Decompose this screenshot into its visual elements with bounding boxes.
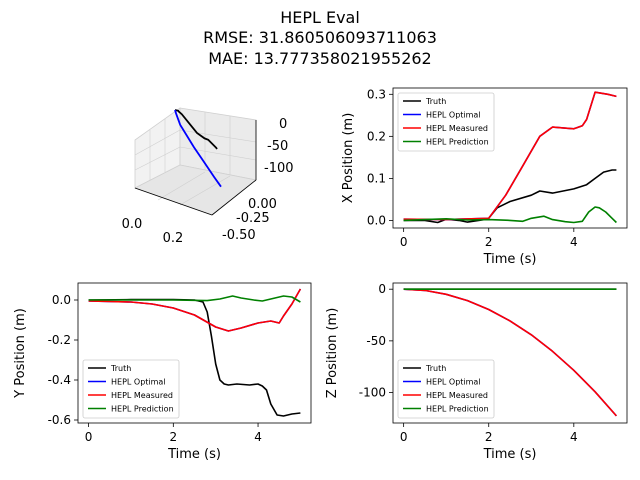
axes-frame-1 (392, 87, 628, 229)
subplot-2: 0 2 4 0.0 -0.2 -0.4 -0.6 Time (s) Y Position (m)… (13, 282, 312, 462)
x-axis-label-1: Time (s) (483, 252, 537, 267)
tick-label-3d-y1: -0.25 (236, 211, 270, 226)
legend-label-1-2: HEPL Measured (426, 124, 488, 133)
x-tick-label-1-2: 4 (570, 235, 578, 249)
y-tick-label-3-0: 0 (378, 282, 386, 296)
legend-box-3 (397, 359, 495, 419)
x-tick-label-2-0: 0 (85, 430, 93, 444)
tick-label-3d-y0: 0.00 (248, 197, 277, 212)
y-tick-label-1-3: 0.3 (367, 87, 386, 101)
x-tick-label-1-1: 2 (485, 235, 493, 249)
tick-label-3d-x1: 0.2 (163, 231, 184, 246)
legend-label-1-1: HEPL Optimal (426, 111, 481, 120)
x-axis-label-2: Time (s) (167, 447, 221, 462)
x-tick-label-2-1: 2 (169, 430, 177, 444)
y-tick-label-3-2: -100 (359, 386, 386, 400)
3d-series-line-1 (174, 109, 222, 188)
y-axis-label-1: X Position (m) (341, 113, 356, 204)
x-tick-label-3-1: 2 (485, 430, 493, 444)
grid-lines-3d (134, 112, 257, 206)
legend-label-1-3: HEPL Prediction (426, 138, 489, 147)
3d-series-line-0 (174, 109, 218, 150)
axes-frame-3 (392, 282, 628, 424)
legend-label-3-2: HEPL Measured (426, 391, 488, 400)
subplot-3d-trajectory: 0.0 0.2 0.00 -0.25 -0.50 0 -50 -100 (122, 107, 294, 246)
tick-label-3d-z1: -50 (267, 139, 288, 154)
tick-label-3d-y2: -0.50 (222, 228, 256, 243)
tick-label-3d-x0: 0.0 (122, 217, 143, 232)
tick-label-3d-z0: 0 (279, 117, 287, 132)
legend-box-1 (397, 92, 495, 152)
legend-label-1-0: Truth (425, 97, 446, 106)
subplot-1: 0 2 4 0.0 0.1 0.2 0.3 Time (s) X Position (m) Tru… (341, 87, 628, 267)
x-tick-label-1-0: 0 (400, 235, 408, 249)
legend-label-2-0: Truth (110, 364, 131, 373)
figure-title: HEPL Eval (280, 8, 360, 27)
subplot-3: 0 2 4 0 -50 -100 Time (s) Z Position (m) Truth HE… (325, 282, 628, 462)
axis-line-y-3d (211, 179, 257, 216)
legend-2: Truth HEPL Optimal HEPL Measured HEPL Predi… (82, 359, 180, 419)
series-line-2-3 (88, 295, 301, 303)
axis-line-x-3d (134, 187, 213, 216)
y-tick-label-2-0: 0.0 (52, 293, 71, 307)
x-axis-label-3: Time (s) (483, 447, 537, 462)
rmse-text: RMSE: 31.860506093711063 (203, 28, 437, 47)
series-line-2-2 (88, 288, 302, 332)
x-tick-label-2-2: 4 (254, 430, 262, 444)
y-tick-label-1-1: 0.1 (367, 171, 386, 185)
series-line-3-2 (403, 288, 617, 417)
tick-label-3d-z2: -100 (264, 161, 294, 176)
legend-label-3-1: HEPL Optimal (426, 378, 481, 387)
series-line-1-2 (403, 91, 617, 221)
y-tick-label-2-1: -0.2 (48, 333, 71, 347)
legend-box-2 (82, 359, 180, 419)
legend-1: Truth HEPL Optimal HEPL Measured HEPL Predi… (397, 92, 495, 152)
x-tick-label-3-2: 4 (570, 430, 578, 444)
legend-label-2-1: HEPL Optimal (111, 378, 166, 387)
y-tick-label-1-2: 0.2 (367, 129, 386, 143)
x-tick-label-3-0: 0 (400, 430, 408, 444)
axes-frame-2 (77, 282, 312, 424)
series-line-1-3 (403, 206, 617, 224)
legend-3: Truth HEPL Optimal HEPL Measured HEPL Predi… (397, 359, 495, 419)
y-tick-label-3-1: -50 (366, 334, 386, 348)
y-tick-label-2-2: -0.4 (48, 373, 71, 387)
legend-label-3-3: HEPL Prediction (426, 405, 489, 414)
y-axis-label-3: Z Position (m) (325, 308, 340, 399)
mae-text: MAE: 13.777358021955262 (208, 49, 432, 68)
legend-label-3-0: Truth (425, 364, 446, 373)
legend-label-2-2: HEPL Measured (111, 391, 173, 400)
legend-label-2-3: HEPL Prediction (111, 405, 174, 414)
y-axis-label-2: Y Position (m) (13, 308, 28, 399)
y-tick-label-2-3: -0.6 (48, 413, 71, 427)
y-tick-label-1-0: 0.0 (367, 213, 386, 227)
